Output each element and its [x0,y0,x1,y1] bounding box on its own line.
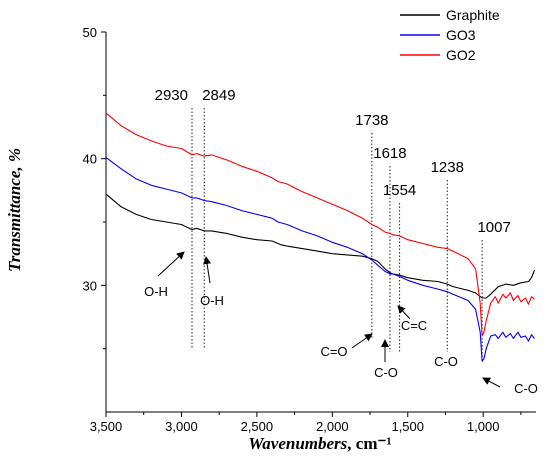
peak-label: 2930 [155,87,188,104]
x-tick-label: 3,000 [165,419,198,434]
peak-label: 1238 [431,159,464,176]
annotation-label: C-O [434,354,458,369]
series-line-go3 [105,156,535,362]
peak-label: 1618 [373,145,406,162]
x-tick-label: 2,000 [316,419,349,434]
series-line-graphite [105,193,536,299]
x-axis-unit: , cm⁻¹ [347,434,391,453]
series-line-go2 [105,112,535,337]
annotation-label: O-H [200,293,224,308]
y-tick-label: 50 [83,25,97,40]
annotation-label: O-H [144,284,168,299]
legend-label: GO2 [446,47,476,63]
x-axis-label: Wavenumbers [248,434,347,453]
y-axis-label: Transmittance, % [5,148,24,272]
peak-label: 1007 [477,219,510,236]
annotation-label: C-O [374,365,398,380]
axis-layer: 3,500 3,000 2,500 2,000 1,500 1,000 30 40 50 [83,25,522,434]
annotation-label: C=C [401,318,427,333]
x-axis-label-group: Wavenumbers, cm⁻¹ [248,434,391,453]
y-tick-label: 30 [83,278,97,293]
peak-guide-lines [191,108,483,362]
annotation-arrow [482,377,501,388]
y-tick-label: 40 [83,152,97,167]
annotation-label: C=O [320,344,347,359]
x-tick-label: 1,000 [467,419,500,434]
x-tick-label: 2,500 [241,419,274,434]
legend-label: GO3 [446,27,476,43]
series-layer [105,112,536,362]
peak-label: 1554 [383,182,416,199]
x-tick-label: 1,500 [391,419,424,434]
peak-label: 2849 [202,87,235,104]
annotation-arrow [397,305,411,320]
annotation-arrow [203,256,212,284]
legend: Graphite GO3 GO2 [400,7,500,63]
x-tick-label: 3,500 [90,419,123,434]
annotation-arrow [157,251,185,277]
annotation-label: C-O [514,381,538,396]
peak-labels: 2930 2849 1738 1618 1554 1238 1007 [155,87,511,236]
annotations: O-H O-H C=O C-O C=C C-O C-O [144,251,538,396]
peak-label: 1738 [355,112,388,129]
legend-label: Graphite [446,7,500,23]
annotation-arrow [351,333,373,349]
